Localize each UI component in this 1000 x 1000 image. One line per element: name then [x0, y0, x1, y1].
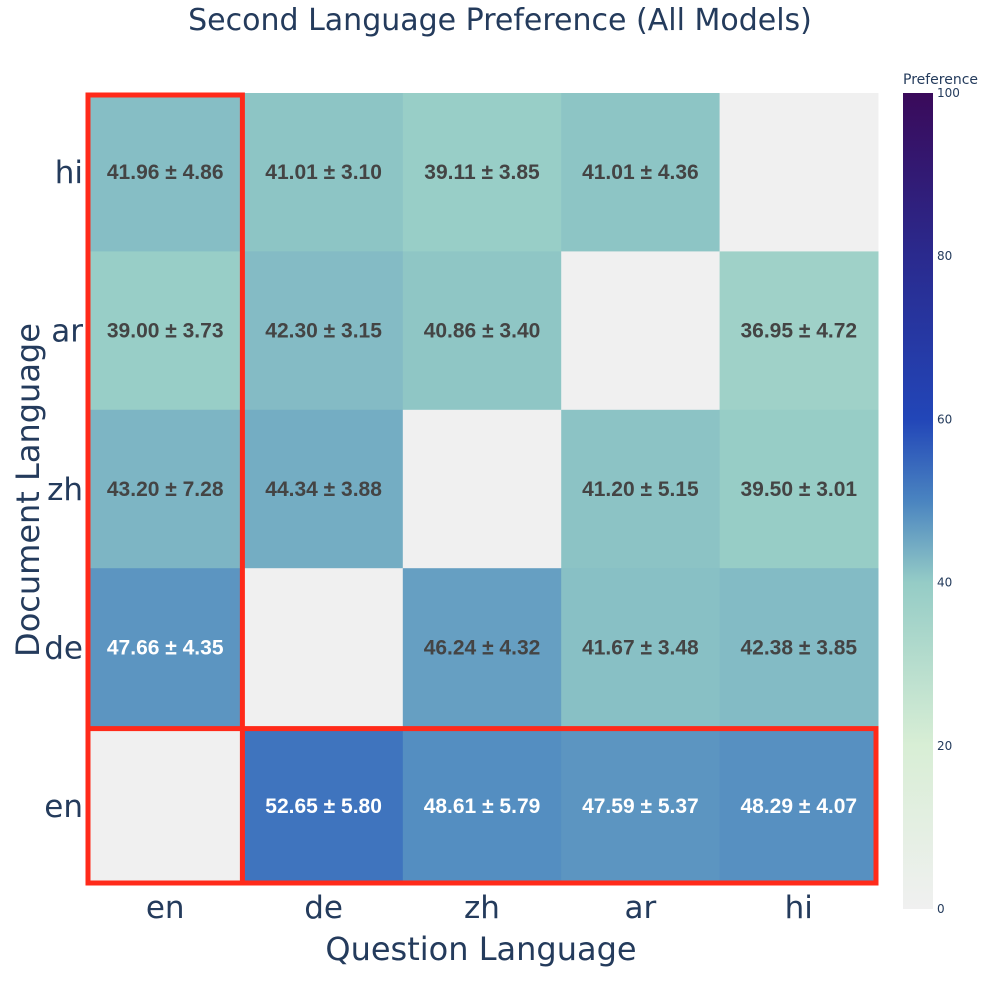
x-tick-label: de	[304, 890, 343, 926]
heatmap-cell	[719, 568, 879, 728]
colorbar-tick-label: 0	[937, 902, 945, 916]
heatmap-cell	[402, 726, 562, 886]
y-axis-ticks: hi ar zh de en	[44, 155, 83, 825]
colorbar-ticks: 0 20 40 60 80 100	[937, 86, 960, 916]
highlight-boxes	[85, 92, 879, 886]
cell-label: 41.20 ± 5.15	[582, 478, 699, 501]
heatmap-cell	[244, 726, 404, 886]
y-tick-label: de	[44, 630, 83, 666]
heatmap-cell	[244, 409, 404, 569]
y-tick-label: hi	[55, 155, 83, 191]
heatmap-cell	[561, 409, 721, 569]
cell-label: 41.67 ± 3.48	[582, 636, 699, 659]
x-axis-title: Question Language	[325, 930, 636, 968]
x-tick-label: hi	[785, 890, 813, 926]
colorbar	[903, 93, 933, 909]
cell-label: 42.30 ± 3.15	[265, 320, 382, 343]
heatmap-cell	[561, 568, 721, 728]
colorbar-tick-label: 60	[937, 412, 952, 426]
x-tick-label: zh	[464, 890, 500, 926]
chart-title: Second Language Preference (All Models)	[188, 3, 812, 38]
cell-label: 52.65 ± 5.80	[265, 795, 382, 818]
heatmap-cell	[719, 251, 879, 411]
y-tick-label: en	[44, 789, 83, 825]
highlight-box	[85, 726, 879, 886]
heatmap-cell	[719, 726, 879, 886]
heatmap-cell	[719, 93, 879, 252]
cell-label: 41.01 ± 3.10	[265, 161, 382, 184]
heatmap-cell	[561, 726, 721, 886]
cell-label: 39.11 ± 3.85	[424, 161, 540, 184]
colorbar-title: Preference	[903, 72, 978, 88]
heatmap-cell	[561, 93, 721, 252]
cell-label: 41.01 ± 4.36	[582, 161, 699, 184]
heatmap-cell	[402, 93, 562, 252]
cell-label: 42.38 ± 3.85	[740, 636, 857, 659]
cell-label: 41.96 ± 4.86	[107, 161, 224, 184]
heatmap-cell	[402, 568, 562, 728]
x-tick-label: ar	[625, 890, 657, 926]
cell-label: 44.34 ± 3.88	[265, 478, 382, 501]
cell-label: 48.61 ± 5.79	[424, 795, 541, 818]
cell-labels: 41.96 ± 4.86 41.01 ± 3.10 39.11 ± 3.85 41.0…	[107, 161, 858, 818]
cell-label: 36.95 ± 4.72	[740, 320, 857, 343]
heatmap-cell	[86, 568, 245, 728]
colorbar-tick-label: 40	[937, 576, 952, 590]
heatmap-cell	[402, 251, 562, 411]
heatmap-cell	[244, 251, 404, 411]
colorbar-tick-label: 100	[937, 86, 960, 100]
x-axis-ticks: en de zh ar hi	[146, 890, 813, 926]
y-tick-label: ar	[51, 314, 83, 350]
cell-label: 39.50 ± 3.01	[740, 478, 857, 501]
cell-label: 46.24 ± 4.32	[424, 636, 541, 659]
heatmap-cell	[561, 251, 721, 411]
cell-label: 43.20 ± 7.28	[107, 478, 224, 501]
colorbar-tick-label: 20	[937, 739, 952, 753]
heatmap-cell	[86, 93, 245, 252]
y-axis-title: Document Language	[9, 323, 47, 657]
heatmap-cell	[244, 568, 404, 728]
cell-label: 47.59 ± 5.37	[582, 795, 699, 818]
cell-label: 47.66 ± 4.35	[107, 636, 224, 659]
heatmap-cell	[719, 409, 879, 569]
cell-label: 40.86 ± 3.40	[424, 320, 541, 343]
heatmap-cell	[86, 251, 245, 411]
heatmap-cell	[86, 409, 245, 569]
heatmap-cell	[86, 726, 245, 886]
x-tick-label: en	[146, 890, 185, 926]
cell-label: 48.29 ± 4.07	[740, 795, 857, 818]
heatmap-cells	[86, 93, 879, 886]
colorbar-tick-label: 80	[937, 249, 952, 263]
heatmap-cell	[402, 409, 562, 569]
heatmap-cell	[244, 93, 404, 252]
y-tick-label: zh	[47, 472, 83, 508]
cell-label: 39.00 ± 3.73	[107, 320, 224, 343]
